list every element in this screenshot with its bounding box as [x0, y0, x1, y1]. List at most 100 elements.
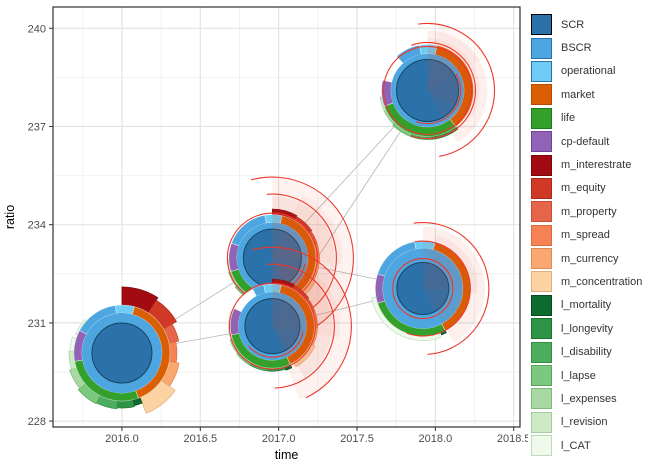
legend-item-l_disability: l_disability [531, 340, 642, 363]
legend-item-m_property: m_property [531, 200, 642, 223]
glyph-4 [371, 222, 490, 355]
legend-label: l_revision [561, 416, 608, 429]
overlay-arc [251, 246, 352, 399]
ring-BSCR [81, 313, 162, 394]
y-tick-label: 228 [28, 416, 46, 428]
x-tick-label: 2017.0 [262, 433, 296, 445]
legend-key-BSCR-swatch [531, 37, 552, 59]
legend-key-l_disability-swatch [531, 341, 552, 363]
x-axis-title: time [275, 448, 299, 462]
glyph-2 [228, 246, 352, 400]
legend-item-market: market [531, 83, 642, 106]
circle-SCR [396, 262, 450, 316]
legend-item-operational: operational [531, 60, 642, 83]
overlay-circle [228, 282, 316, 370]
legend-item-l_CAT: l_CAT [531, 434, 642, 457]
legend-item-SCR: SCR [531, 13, 642, 36]
legend-key-m_equity-swatch [531, 177, 552, 199]
legend-label: life [561, 112, 576, 125]
legend-key-life-swatch [531, 107, 552, 129]
legend-label: l_mortality [561, 299, 612, 312]
legend-key-market-swatch [531, 84, 552, 106]
legend-key-m_interestrate-swatch [531, 154, 552, 176]
legend-key-operational-swatch [531, 60, 552, 82]
legend-label: operational [561, 65, 616, 78]
y-tick-label: 231 [28, 318, 46, 330]
legend-item-m_concentration: m_concentration [531, 270, 642, 293]
overlay-sector [272, 248, 351, 400]
overlay-sector [422, 235, 478, 294]
legend-item-life: life [531, 107, 642, 130]
y-tick-label: 237 [28, 121, 46, 133]
legend-label: m_property [561, 205, 617, 218]
legend-item-cp-default: cp-default [531, 130, 642, 153]
overlay-circle [392, 257, 454, 320]
plot-area: 2016.0 2016.5 2017.0 2017.5 2018.0 2018.5 228 2… [3, 6, 528, 462]
panel-border [52, 6, 521, 428]
legend-item-m_spread: m_spread [531, 224, 642, 247]
overlay-sector [272, 266, 333, 378]
x-tick-label: 2016.5 [183, 433, 217, 445]
legend-key-l_mortality-swatch [531, 294, 552, 316]
legend-item-l_mortality: l_mortality [531, 294, 642, 317]
legend-label: l_expenses [561, 392, 617, 405]
overlay-arc [406, 240, 471, 337]
legend-item-l_expenses: l_expenses [531, 387, 642, 410]
legend-label: l_CAT [561, 439, 591, 452]
legend-label: l_longevity [561, 322, 613, 335]
legend-key-m_property-swatch [531, 201, 552, 223]
y-axis-title: ratio [3, 205, 17, 229]
legend-label: m_spread [561, 229, 610, 242]
legend-label: cp-default [561, 135, 610, 148]
ring-BSCR [391, 53, 465, 127]
x-tick-label: 2018.5 [497, 433, 528, 445]
legend-label: BSCR [561, 42, 592, 55]
legend-label: market [561, 88, 595, 101]
y-tick-label: 234 [28, 220, 46, 232]
overlay-arc [413, 222, 490, 355]
overlay-arc [266, 263, 335, 389]
legend-key-l_expenses-swatch [531, 388, 552, 410]
glyph-3 [379, 22, 496, 157]
x-tick-label: 2018.0 [419, 433, 453, 445]
legend-key-l_revision-swatch [531, 411, 552, 433]
legend: SCR BSCR operational market life cp-default m_… [531, 13, 642, 457]
overlay-arc [418, 22, 496, 157]
legend-key-l_longevity-swatch [531, 318, 552, 340]
legend-item-m_currency: m_currency [531, 247, 642, 270]
legend-label: l_lapse [561, 369, 596, 382]
x-tick-label: 2017.5 [340, 433, 374, 445]
legend-key-m_currency-swatch [531, 248, 552, 270]
legend-label: m_currency [561, 252, 619, 265]
overlay-circle [382, 45, 473, 136]
legend-label: m_concentration [561, 275, 643, 288]
overlay-sector [427, 38, 480, 117]
overlay-arc [410, 41, 477, 140]
legend-key-m_concentration-swatch [531, 271, 552, 293]
overlay-arc [248, 331, 304, 358]
overlay-arc [416, 73, 462, 124]
legend-label: m_equity [561, 182, 606, 195]
overlay-sector [272, 267, 341, 338]
legend-key-SCR-swatch [531, 14, 552, 36]
segment-operational [114, 304, 135, 315]
legend-label: m_interestrate [561, 159, 632, 172]
legend-item-m_interestrate: m_interestrate [531, 153, 642, 176]
legend-item-l_revision: l_revision [531, 411, 642, 434]
glyph-0 [68, 286, 180, 414]
x-tick-label: 2016.0 [105, 433, 139, 445]
legend-key-m_spread-swatch [531, 224, 552, 246]
axes: 2016.0 2016.5 2017.0 2017.5 2018.0 2018.5 228 2… [3, 23, 528, 462]
overlay-arc [251, 176, 354, 329]
overlay-sector [427, 30, 488, 143]
y-tick-label: 240 [28, 23, 46, 35]
legend-item-BSCR: BSCR [531, 36, 642, 59]
circle-SCR [91, 322, 153, 384]
legend-label: SCR [561, 18, 585, 31]
overlay-sector [422, 226, 485, 343]
legend-key-l_lapse-swatch [531, 365, 552, 387]
ring-BSCR [382, 248, 463, 329]
legend-item-m_equity: m_equity [531, 177, 642, 200]
circle-SCR [396, 58, 460, 122]
